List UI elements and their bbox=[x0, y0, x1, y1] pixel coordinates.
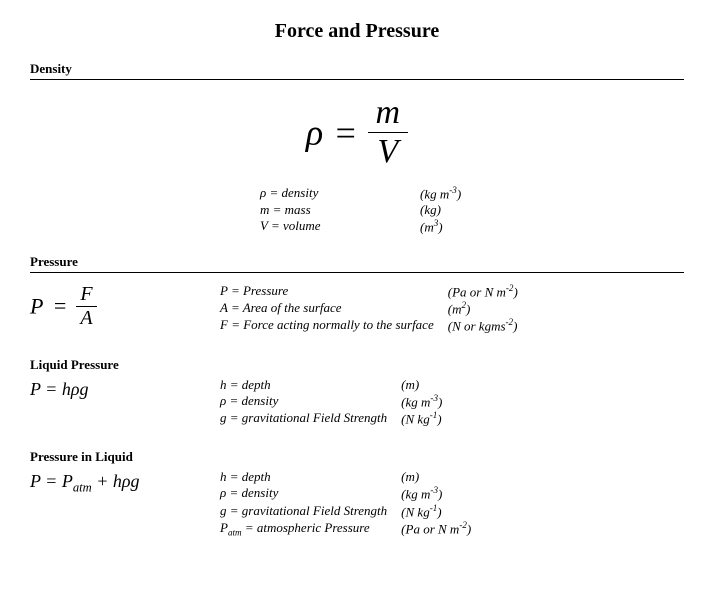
legend-row: A = Area of the surface(m2) bbox=[220, 300, 532, 317]
inliquid-block: P = Patm + hρg h = depth(m) ρ = density(… bbox=[30, 469, 684, 537]
heading-pressure-in-liquid: Pressure in Liquid bbox=[30, 449, 684, 465]
formula-post: + hρg bbox=[92, 471, 140, 491]
equals: = bbox=[327, 113, 363, 153]
legend-unit: (N kg-1) bbox=[401, 503, 485, 520]
legend-sym: ρ = density bbox=[220, 485, 401, 502]
legend-row: ρ = density(kg m-3) bbox=[220, 485, 485, 502]
density-den: V bbox=[368, 133, 409, 171]
legend-unit: (N or kgms-2) bbox=[448, 317, 532, 334]
legend-unit: (kg m-3) bbox=[401, 393, 456, 410]
density-num: m bbox=[368, 94, 409, 133]
density-lhs: ρ bbox=[306, 113, 323, 153]
legend-sym: g = gravitational Field Strength bbox=[220, 503, 401, 520]
legend-sym: P = Pressure bbox=[220, 283, 448, 300]
rule-pressure bbox=[30, 272, 684, 273]
density-fraction: m V bbox=[368, 94, 409, 171]
formula-inliquid: P = Patm + hρg bbox=[30, 471, 220, 496]
legend-sym: h = depth bbox=[220, 377, 401, 393]
pressure-block: P = F A P = Pressure(Pa or N m-2) A = Ar… bbox=[30, 283, 684, 335]
legend-unit: (N kg-1) bbox=[401, 410, 456, 427]
legend-sym: F = Force acting normally to the surface bbox=[220, 317, 448, 334]
legend-sym: ρ = density bbox=[260, 185, 420, 202]
legend-row: F = Force acting normally to the surface… bbox=[220, 317, 532, 334]
legend-pressure: P = Pressure(Pa or N m-2) A = Area of th… bbox=[220, 283, 532, 335]
legend-density: ρ = density (kg m-3) m = mass (kg) V = v… bbox=[260, 185, 684, 236]
legend-row: h = depth(m) bbox=[220, 469, 485, 485]
legend-sym: ρ = density bbox=[220, 393, 401, 410]
formula-pressure: P = F A bbox=[30, 283, 220, 330]
legend-row: g = gravitational Field Strength(N kg-1) bbox=[220, 503, 485, 520]
pressure-den: A bbox=[76, 307, 96, 330]
legend-unit: (m) bbox=[401, 469, 485, 485]
legend-sym: m = mass bbox=[260, 202, 420, 218]
legend-sym: V = volume bbox=[260, 218, 420, 235]
legend-row: V = volume (m3) bbox=[260, 218, 684, 235]
rule-density bbox=[30, 79, 684, 80]
legend-row: Patm = atmospheric Pressure(Pa or N m-2) bbox=[220, 520, 485, 538]
formula-sub: atm bbox=[73, 481, 92, 495]
formula-density: ρ = m V bbox=[30, 94, 684, 171]
heading-pressure: Pressure bbox=[30, 254, 684, 270]
legend-sym: Patm = atmospheric Pressure bbox=[220, 520, 401, 538]
equals: = bbox=[48, 293, 71, 318]
legend-unit: (kg m-3) bbox=[401, 485, 485, 502]
liquid-block: P = hρg h = depth(m) ρ = density(kg m-3)… bbox=[30, 377, 684, 428]
formula-pre: P = P bbox=[30, 471, 73, 491]
legend-row: P = Pressure(Pa or N m-2) bbox=[220, 283, 532, 300]
pressure-lhs: P bbox=[30, 293, 43, 318]
legend-unit: (Pa or N m-2) bbox=[401, 520, 485, 538]
legend-sym: h = depth bbox=[220, 469, 401, 485]
legend-sym: A = Area of the surface bbox=[220, 300, 448, 317]
page-title: Force and Pressure bbox=[30, 20, 684, 43]
heading-liquid-pressure: Liquid Pressure bbox=[30, 357, 684, 373]
legend-unit: (kg) bbox=[420, 202, 580, 218]
legend-sym: g = gravitational Field Strength bbox=[220, 410, 401, 427]
pressure-num: F bbox=[76, 283, 96, 307]
formula-liquid: P = hρg bbox=[30, 379, 220, 400]
legend-unit: (m) bbox=[401, 377, 456, 393]
pressure-fraction: F A bbox=[76, 283, 96, 330]
legend-unit: (Pa or N m-2) bbox=[448, 283, 532, 300]
legend-row: ρ = density (kg m-3) bbox=[260, 185, 684, 202]
legend-row: g = gravitational Field Strength(N kg-1) bbox=[220, 410, 456, 427]
legend-unit: (kg m-3) bbox=[420, 185, 580, 202]
heading-density: Density bbox=[30, 61, 684, 77]
legend-row: h = depth(m) bbox=[220, 377, 456, 393]
legend-liquid: h = depth(m) ρ = density(kg m-3) g = gra… bbox=[220, 377, 456, 428]
legend-unit: (m2) bbox=[448, 300, 532, 317]
legend-inliquid: h = depth(m) ρ = density(kg m-3) g = gra… bbox=[220, 469, 485, 537]
legend-row: ρ = density(kg m-3) bbox=[220, 393, 456, 410]
legend-unit: (m3) bbox=[420, 218, 580, 235]
legend-row: m = mass (kg) bbox=[260, 202, 684, 218]
